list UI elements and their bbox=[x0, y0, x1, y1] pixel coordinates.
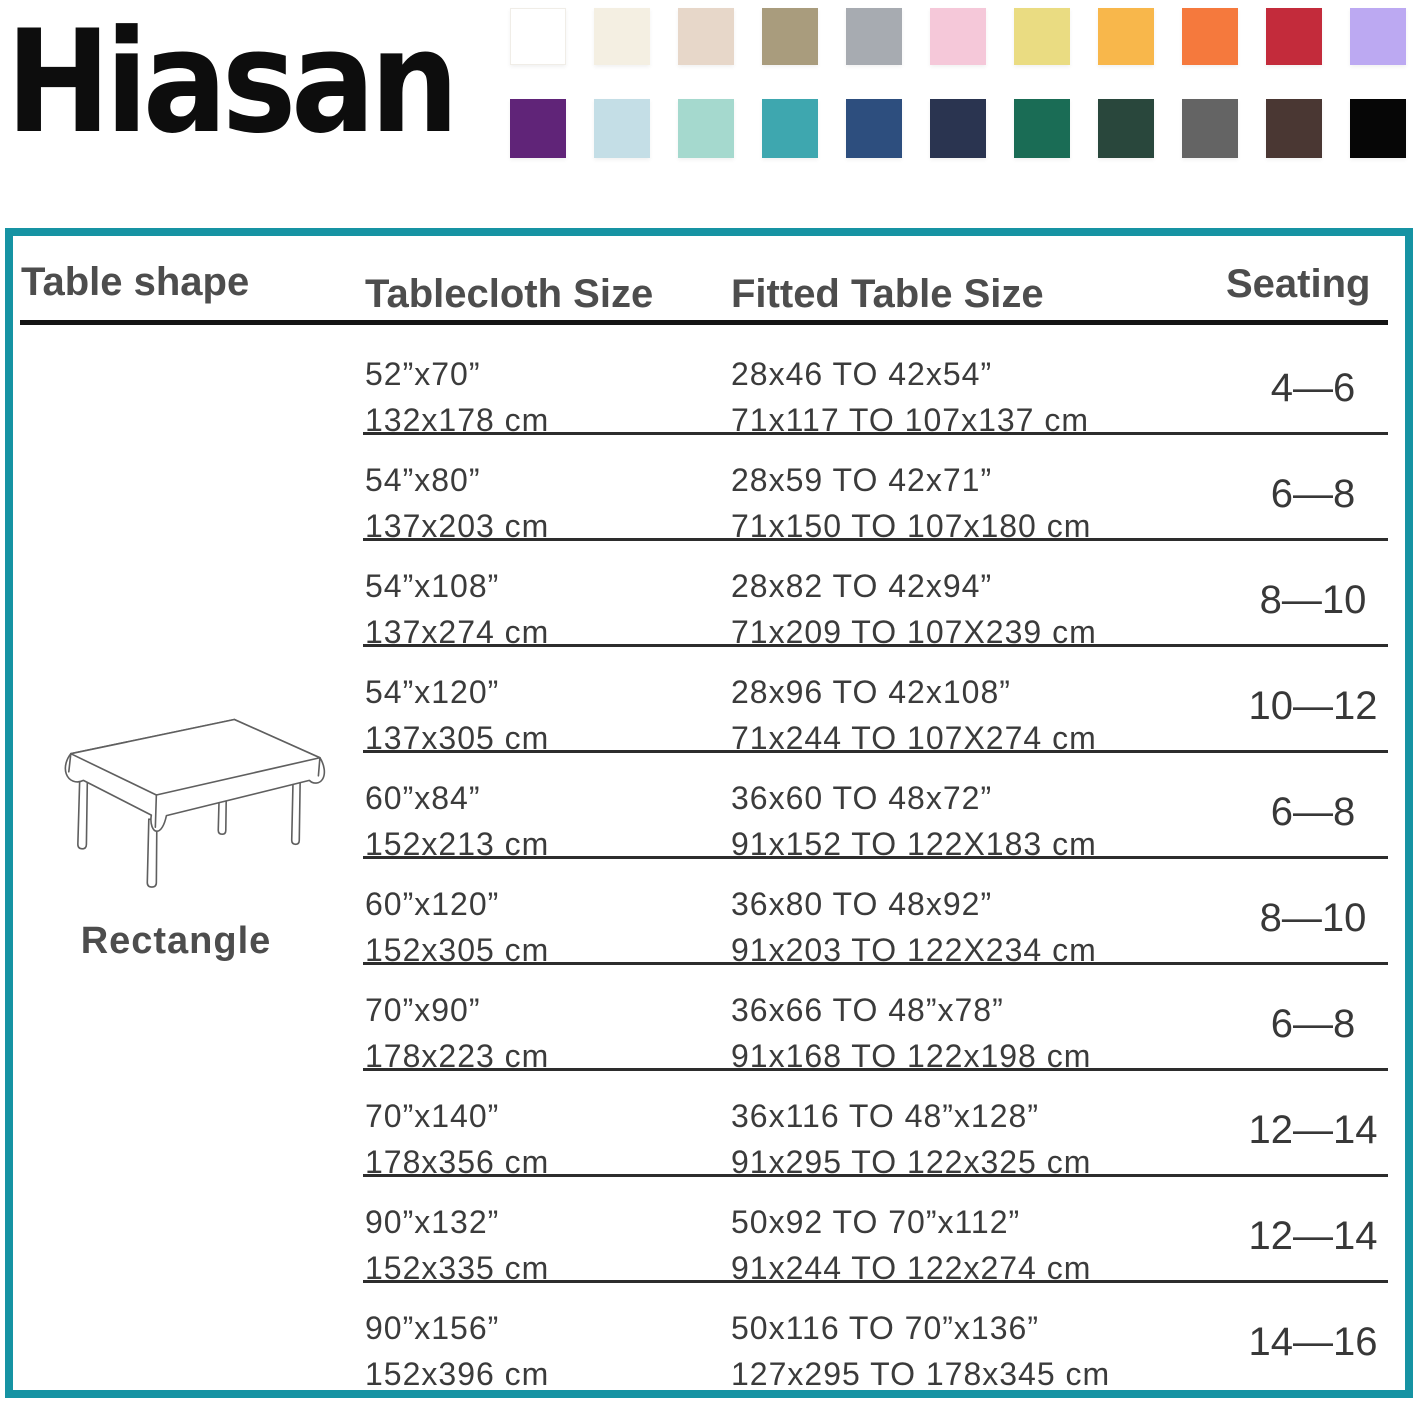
cell-tablecloth_in: 54”x108” bbox=[365, 568, 500, 604]
size-chart-panel: Table shape Tablecloth Size Fitted Table… bbox=[5, 228, 1413, 1398]
cell-fitted_in: 28x46 TO 42x54” bbox=[731, 356, 993, 392]
color-swatch bbox=[594, 99, 650, 158]
column-header-fitted-table-size: Fitted Table Size bbox=[731, 272, 1044, 316]
row-separator bbox=[363, 1280, 1388, 1283]
cell-seating: 8—10 bbox=[1259, 896, 1367, 940]
cell-tablecloth_in: 70”x140” bbox=[365, 1098, 500, 1134]
cell-fitted_in: 28x96 TO 42x108” bbox=[731, 674, 1011, 710]
cell-fitted_in: 50x92 TO 70”x112” bbox=[731, 1204, 1021, 1240]
color-swatch bbox=[594, 8, 650, 65]
fold-line bbox=[154, 794, 158, 828]
cell-fitted_in: 36x80 TO 48x92” bbox=[731, 886, 993, 922]
color-swatch bbox=[1350, 8, 1406, 65]
cell-seating: 12—14 bbox=[1248, 1214, 1378, 1258]
cell-tablecloth_in: 70”x90” bbox=[365, 992, 481, 1028]
table-leg bbox=[146, 818, 158, 888]
cell-seating: 6—8 bbox=[1270, 1002, 1356, 1046]
cell-seating: 14—16 bbox=[1248, 1320, 1378, 1364]
fold-line bbox=[67, 752, 72, 773]
cell-tablecloth_in: 60”x84” bbox=[365, 780, 481, 816]
color-swatch bbox=[1098, 99, 1154, 158]
color-swatch bbox=[1182, 8, 1238, 65]
color-swatch bbox=[1350, 99, 1406, 158]
cell-fitted_in: 36x116 TO 48”x128” bbox=[731, 1098, 1039, 1134]
column-header-seating: Seating bbox=[1226, 262, 1371, 306]
color-swatch bbox=[846, 8, 902, 65]
brand-logo: Hiasan bbox=[6, 0, 459, 165]
color-swatch bbox=[1182, 99, 1238, 158]
cell-tablecloth_in: 54”x120” bbox=[365, 674, 500, 710]
row-separator bbox=[363, 962, 1388, 965]
color-swatch bbox=[678, 99, 734, 158]
cell-fitted_in: 36x66 TO 48”x78” bbox=[731, 992, 1004, 1028]
table-leg bbox=[77, 773, 89, 850]
cell-tablecloth_in: 54”x80” bbox=[365, 462, 481, 498]
column-header-table-shape: Table shape bbox=[21, 260, 250, 304]
color-swatch bbox=[762, 8, 818, 65]
color-swatch bbox=[846, 99, 902, 158]
cell-seating: 4—6 bbox=[1270, 366, 1356, 410]
color-swatch bbox=[1014, 8, 1070, 65]
rectangle-table-illustration bbox=[23, 698, 335, 900]
color-swatch bbox=[930, 8, 986, 65]
color-swatch bbox=[1266, 99, 1322, 158]
cell-fitted_in: 36x60 TO 48x72” bbox=[731, 780, 993, 816]
cell-tablecloth_in: 90”x132” bbox=[365, 1204, 500, 1240]
cell-tablecloth_in: 90”x156” bbox=[365, 1310, 500, 1346]
cell-seating: 6—8 bbox=[1270, 472, 1356, 516]
row-separator bbox=[363, 644, 1388, 647]
table-shape-label: Rectangle bbox=[80, 920, 272, 962]
color-swatch bbox=[930, 99, 986, 158]
color-swatch bbox=[678, 8, 734, 65]
cell-fitted_in: 28x82 TO 42x94” bbox=[731, 568, 993, 604]
color-swatch bbox=[510, 99, 566, 158]
cell-tablecloth_in: 60”x120” bbox=[365, 886, 500, 922]
row-separator bbox=[363, 856, 1388, 859]
color-swatch bbox=[1014, 99, 1070, 158]
fold-line bbox=[317, 756, 321, 777]
color-swatch bbox=[1098, 8, 1154, 65]
cell-fitted_in: 28x59 TO 42x71” bbox=[731, 462, 993, 498]
column-header-tablecloth-size: Tablecloth Size bbox=[365, 272, 654, 316]
cell-fitted_in: 50x116 TO 70”x136” bbox=[731, 1310, 1039, 1346]
header-rule bbox=[20, 320, 1388, 325]
row-separator bbox=[363, 1068, 1388, 1071]
cell-seating: 6—8 bbox=[1270, 790, 1356, 834]
cell-fitted_cm: 127x295 TO 178x345 cm bbox=[731, 1356, 1111, 1392]
row-separator bbox=[363, 538, 1388, 541]
cell-tablecloth_cm: 152x396 cm bbox=[365, 1356, 550, 1392]
cell-seating: 8—10 bbox=[1259, 578, 1367, 622]
row-separator bbox=[363, 1174, 1388, 1177]
cell-seating: 12—14 bbox=[1248, 1108, 1378, 1152]
table-leg bbox=[290, 771, 302, 846]
color-swatch bbox=[1266, 8, 1322, 65]
color-swatch bbox=[762, 99, 818, 158]
cell-tablecloth_in: 52”x70” bbox=[365, 356, 481, 392]
color-swatch-grid bbox=[0, 0, 1416, 170]
row-separator bbox=[363, 432, 1388, 435]
color-swatch bbox=[510, 8, 566, 65]
row-separator bbox=[363, 750, 1388, 753]
cell-seating: 10—12 bbox=[1248, 684, 1378, 728]
